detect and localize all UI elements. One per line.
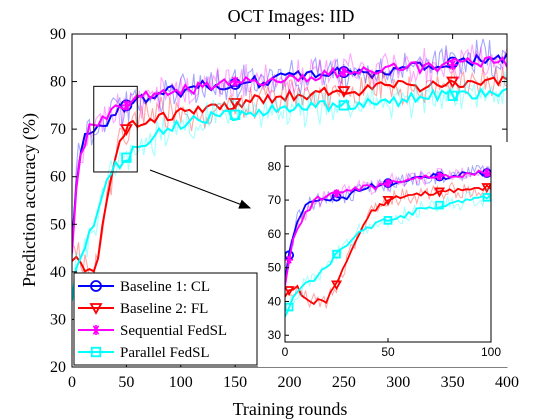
baseline-2-fl-marker — [119, 124, 133, 136]
y-tick-label: 60 — [50, 169, 66, 186]
inset-sequential-fedsl-raw-line — [285, 165, 491, 293]
inset-parallel-fedsl-marker — [383, 216, 393, 225]
x-tick-label: 350 — [441, 374, 465, 391]
inset-sequential-fedsl-marker — [332, 189, 341, 198]
legend-box — [73, 272, 258, 366]
chart-title: OCT Images: IID — [228, 6, 355, 26]
legend-baseline-2-fl-marker — [89, 303, 103, 315]
sequential-fedsl-marker — [447, 59, 458, 70]
inset-baseline-2-fl-marker — [285, 286, 295, 297]
inset-sequential-fedsl-marker — [384, 179, 392, 188]
x-tick-label: 0 — [68, 374, 76, 391]
inset-parallel-fedsl-marker — [435, 200, 444, 210]
baseline-2-fl-marker — [228, 98, 242, 110]
x-tick-label: 100 — [169, 374, 193, 391]
y-tick-label: 50 — [50, 216, 66, 233]
baseline-2-fl-line — [72, 75, 507, 273]
x-tick-label: 200 — [278, 374, 302, 391]
legend-sequential-fedsl-marker — [91, 325, 101, 335]
inset-series-group — [285, 164, 491, 318]
y-axis-label: Prediction accuracy (%) — [19, 113, 40, 287]
legend-parallel-fedsl-marker — [90, 346, 102, 358]
inset-y-tick-label: 30 — [268, 328, 282, 342]
y-tick-label: 90 — [50, 26, 66, 43]
inset-parallel-fedsl-marker — [482, 193, 491, 202]
x-tick-label: 250 — [332, 374, 356, 391]
parallel-fedsl-marker — [121, 152, 132, 163]
series-group — [72, 38, 507, 301]
inset-x-tick-label: 50 — [381, 345, 395, 359]
inset-sequential-fedsl-marker — [285, 255, 294, 264]
parallel-fedsl-marker — [447, 90, 458, 101]
inset-y-tick-label: 40 — [268, 294, 282, 308]
x-axis-label: Training rounds — [233, 399, 348, 419]
y-tick-label: 40 — [50, 264, 66, 281]
legend-baseline-2-fl-label: Baseline 2: FL — [120, 301, 208, 317]
inset-sequential-fedsl-marker — [435, 172, 444, 181]
inset-baseline-2-fl-marker — [330, 280, 343, 291]
inset-baseline-2-fl-marker — [481, 183, 491, 194]
inset-parallel-fedsl-raw-line — [285, 188, 491, 316]
baseline-2-fl-marker — [446, 76, 460, 89]
parallel-fedsl-line — [72, 87, 507, 301]
inset-background — [258, 142, 508, 367]
x-tick-label: 50 — [118, 374, 134, 391]
y-tick-label: 80 — [50, 74, 66, 91]
y-tick-label: 70 — [50, 121, 66, 138]
inset-baseline-2-fl-line — [285, 184, 491, 306]
inset-sequential-fedsl-marker — [482, 169, 491, 178]
sequential-fedsl-marker — [230, 76, 241, 87]
inset-y-tick-label: 60 — [268, 227, 282, 241]
y-tick-label: 20 — [50, 359, 66, 376]
parallel-fedsl-marker — [338, 100, 350, 111]
parallel-fedsl-marker — [229, 109, 241, 121]
inset-parallel-fedsl-marker — [332, 249, 341, 259]
legend-baseline-1-cl-label: Baseline 1: CL — [120, 279, 210, 295]
inset-parallel-fedsl-line — [285, 193, 491, 318]
legend-sequential-fedsl-label: Sequential FedSL — [120, 323, 227, 339]
zoom-box — [93, 85, 138, 173]
inset-x-tick-label: 0 — [282, 345, 289, 359]
inset-parallel-fedsl-marker — [285, 302, 294, 312]
sequential-fedsl-marker — [121, 100, 132, 111]
inset-baseline-2-fl-marker — [382, 195, 394, 206]
inset-y-tick-label: 50 — [268, 261, 282, 275]
legend-parallel-fedsl-label: Parallel FedSL — [120, 345, 210, 361]
parallel-fedsl-raw-line — [72, 71, 507, 298]
zoom-arrow — [149, 169, 252, 209]
inset-baseline-1-cl-raw-line — [285, 164, 491, 287]
legend-baseline-1-cl-marker — [90, 280, 102, 292]
sequential-fedsl-marker — [338, 67, 349, 78]
x-tick-label: 300 — [386, 374, 410, 391]
inset-x-tick-label: 100 — [481, 345, 501, 359]
sequential-fedsl-line — [72, 55, 507, 254]
inset-y-tick-label: 80 — [268, 159, 282, 173]
x-tick-label: 150 — [223, 374, 247, 391]
baseline-2-fl-marker — [337, 86, 351, 98]
inset-baseline-2-fl-marker — [433, 187, 446, 198]
x-tick-label: 400 — [495, 374, 519, 391]
y-tick-label: 30 — [50, 311, 66, 328]
inset-y-tick-label: 70 — [268, 193, 282, 207]
sequential-fedsl-raw-line — [72, 44, 507, 257]
